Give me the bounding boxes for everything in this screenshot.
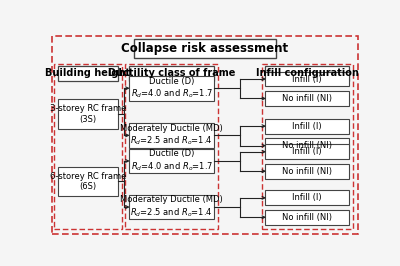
FancyBboxPatch shape bbox=[266, 72, 349, 86]
FancyBboxPatch shape bbox=[134, 39, 276, 57]
Text: Collapse risk assessment: Collapse risk assessment bbox=[122, 42, 288, 55]
Bar bbox=[54, 64, 122, 228]
FancyBboxPatch shape bbox=[129, 195, 214, 219]
FancyBboxPatch shape bbox=[129, 66, 214, 81]
Text: Infill (I): Infill (I) bbox=[292, 147, 322, 156]
Text: No infill (NI): No infill (NI) bbox=[282, 141, 332, 150]
Text: Ductile (D)
$R_d$=4.0 and $R_o$=1.7: Ductile (D) $R_d$=4.0 and $R_o$=1.7 bbox=[131, 77, 213, 100]
Text: Moderately Ductile (MD)
$R_d$=2.5 and $R_o$=1.4: Moderately Ductile (MD) $R_d$=2.5 and $R… bbox=[120, 124, 223, 147]
Text: 6-storey RC frame
(6S): 6-storey RC frame (6S) bbox=[50, 172, 126, 191]
Text: Infill (I): Infill (I) bbox=[292, 74, 322, 84]
FancyBboxPatch shape bbox=[58, 66, 118, 81]
FancyBboxPatch shape bbox=[266, 210, 349, 225]
Text: No infill (NI): No infill (NI) bbox=[282, 213, 332, 222]
Text: Infill (I): Infill (I) bbox=[292, 122, 322, 131]
Text: Ductility class of frame: Ductility class of frame bbox=[108, 68, 235, 78]
FancyBboxPatch shape bbox=[129, 76, 214, 101]
Bar bbox=[262, 64, 353, 228]
FancyBboxPatch shape bbox=[58, 167, 118, 196]
Bar bbox=[125, 64, 218, 228]
FancyBboxPatch shape bbox=[266, 164, 349, 178]
Text: Moderately Ductile (MD)
$R_d$=2.5 and $R_o$=1.4: Moderately Ductile (MD) $R_d$=2.5 and $R… bbox=[120, 196, 223, 219]
Text: Building height: Building height bbox=[46, 68, 130, 78]
FancyBboxPatch shape bbox=[266, 119, 349, 134]
Text: Ductile (D)
$R_d$=4.0 and $R_o$=1.7: Ductile (D) $R_d$=4.0 and $R_o$=1.7 bbox=[131, 149, 213, 173]
Text: 3-storey RC frame
(3S): 3-storey RC frame (3S) bbox=[50, 104, 126, 123]
FancyBboxPatch shape bbox=[129, 149, 214, 173]
FancyBboxPatch shape bbox=[58, 99, 118, 129]
FancyBboxPatch shape bbox=[266, 190, 349, 205]
Text: Infill configuration: Infill configuration bbox=[256, 68, 359, 78]
FancyBboxPatch shape bbox=[266, 144, 349, 159]
Text: No infill (NI): No infill (NI) bbox=[282, 94, 332, 103]
FancyBboxPatch shape bbox=[266, 66, 349, 81]
Text: Infill (I): Infill (I) bbox=[292, 193, 322, 202]
FancyBboxPatch shape bbox=[266, 91, 349, 106]
FancyBboxPatch shape bbox=[129, 123, 214, 148]
Text: No infill (NI): No infill (NI) bbox=[282, 167, 332, 176]
FancyBboxPatch shape bbox=[266, 138, 349, 153]
